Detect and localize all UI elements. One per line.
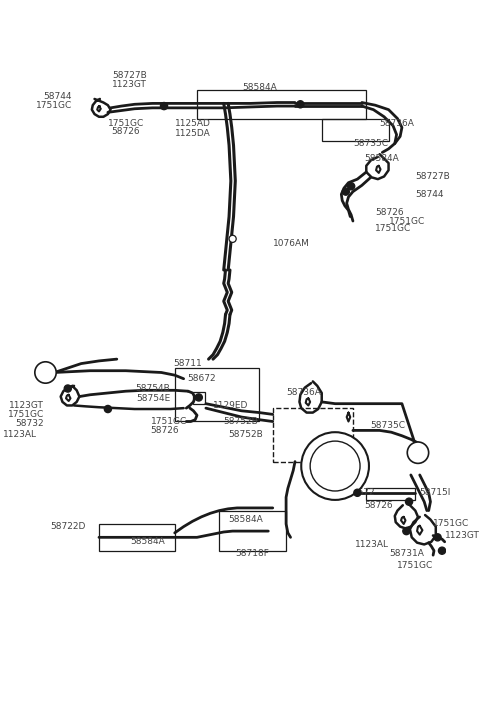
- Text: 58672: 58672: [187, 375, 216, 383]
- Text: 1123AL: 1123AL: [355, 540, 389, 549]
- Text: 58754B: 58754B: [135, 384, 170, 393]
- Text: 58731A: 58731A: [389, 549, 424, 558]
- Text: 1751GC: 1751GC: [8, 410, 44, 419]
- Text: 1076AM: 1076AM: [273, 239, 310, 248]
- Text: 58736A: 58736A: [380, 118, 415, 127]
- Text: 58718F: 58718F: [235, 549, 269, 558]
- Text: 58752B: 58752B: [228, 430, 263, 439]
- Text: 58722D: 58722D: [50, 522, 85, 531]
- Text: 1123AL: 1123AL: [2, 430, 36, 439]
- Text: 1751GC: 1751GC: [36, 101, 72, 110]
- Text: 1123GT: 1123GT: [9, 401, 44, 410]
- Text: 58584A: 58584A: [242, 83, 277, 92]
- Circle shape: [348, 183, 355, 190]
- Text: 58672: 58672: [347, 489, 375, 497]
- Text: 1751GC: 1751GC: [151, 417, 187, 426]
- Text: 58584A: 58584A: [228, 515, 264, 524]
- Bar: [322, 118, 389, 141]
- Bar: [99, 524, 175, 551]
- Circle shape: [297, 101, 304, 108]
- Text: 58727B: 58727B: [415, 172, 450, 181]
- Bar: [273, 408, 353, 462]
- Text: 1751GC: 1751GC: [375, 224, 411, 232]
- Bar: [197, 90, 366, 118]
- Text: 1125AD: 1125AD: [175, 118, 210, 127]
- Circle shape: [403, 527, 410, 534]
- Circle shape: [301, 432, 369, 500]
- Text: 1125DA: 1125DA: [175, 130, 210, 138]
- Circle shape: [160, 103, 168, 110]
- Text: 58752B: 58752B: [224, 417, 258, 426]
- Text: 58726: 58726: [151, 426, 180, 435]
- Text: 58584A: 58584A: [131, 537, 166, 546]
- Text: 58726: 58726: [375, 208, 404, 217]
- Text: 58732: 58732: [15, 419, 44, 428]
- Text: A: A: [414, 448, 422, 458]
- Text: 58726: 58726: [364, 501, 393, 510]
- Bar: [175, 368, 259, 422]
- Text: 58744: 58744: [415, 190, 444, 199]
- Circle shape: [104, 406, 111, 413]
- Circle shape: [310, 441, 360, 491]
- Text: 58726: 58726: [111, 127, 140, 137]
- Text: 1123GT: 1123GT: [112, 80, 147, 89]
- Text: 58744: 58744: [44, 92, 72, 101]
- Text: 58584A: 58584A: [364, 154, 399, 163]
- Circle shape: [354, 489, 361, 496]
- Text: 58727B: 58727B: [112, 71, 147, 80]
- Circle shape: [35, 362, 56, 383]
- Text: 58754E: 58754E: [136, 394, 170, 403]
- Circle shape: [342, 188, 349, 195]
- Text: 1129ED: 1129ED: [213, 401, 249, 410]
- Bar: [193, 392, 205, 403]
- Circle shape: [195, 394, 203, 401]
- Bar: [219, 510, 286, 551]
- Text: 58711: 58711: [174, 359, 203, 368]
- Text: 1123GT: 1123GT: [444, 531, 480, 540]
- Text: 58735C: 58735C: [371, 422, 406, 430]
- Bar: [366, 489, 415, 500]
- Text: 1751GC: 1751GC: [389, 217, 425, 225]
- Text: 58715I: 58715I: [420, 489, 451, 497]
- Text: 1751GC: 1751GC: [397, 561, 433, 570]
- Circle shape: [438, 547, 445, 554]
- Circle shape: [229, 235, 236, 242]
- Text: 58736A: 58736A: [287, 389, 321, 398]
- Circle shape: [434, 534, 441, 541]
- Text: A: A: [41, 367, 50, 377]
- Circle shape: [407, 442, 429, 463]
- Circle shape: [406, 498, 413, 505]
- Text: 1751GC: 1751GC: [433, 520, 469, 529]
- Circle shape: [64, 385, 72, 392]
- Text: 1751GC: 1751GC: [108, 118, 144, 127]
- Text: 58735C: 58735C: [353, 139, 388, 148]
